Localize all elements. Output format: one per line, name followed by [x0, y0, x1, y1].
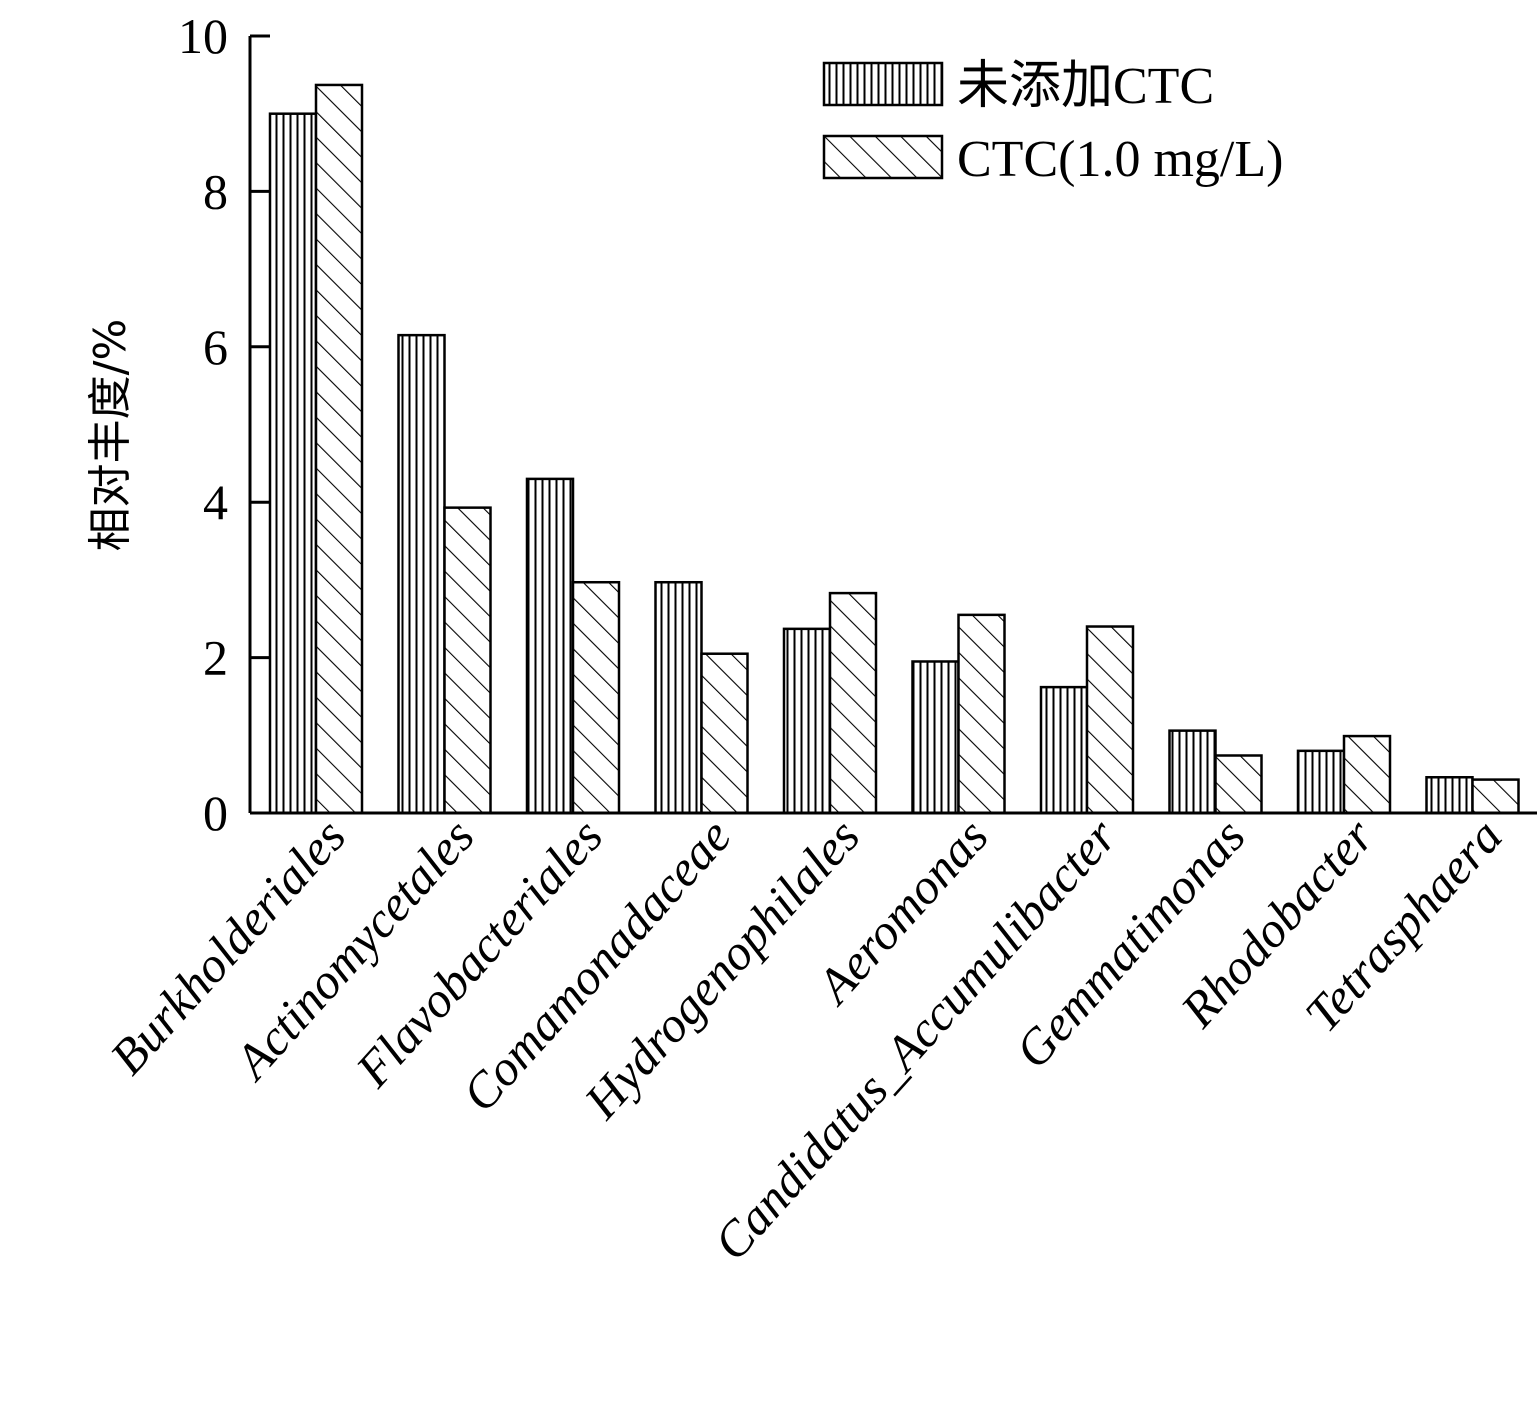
x-category-label: Gemmatimonas [1004, 808, 1256, 1079]
y-tick-label: 6 [203, 319, 228, 375]
bar-candidatus-accumulibacter-series-1 [1085, 625, 1135, 815]
category-labels: BurkholderialesActinomycetalesFlavobacte… [99, 807, 1513, 1270]
bar-candidatus-accumulibacter-series-0 [1039, 685, 1089, 815]
legend-swatch-ctc [822, 134, 944, 180]
y-tick-label: 0 [203, 785, 228, 841]
bar-gemmatimonas-series-0 [1168, 729, 1217, 815]
bar-aeromonas-series-1 [957, 613, 1006, 815]
bar-actinomycetales-series-1 [443, 506, 492, 815]
bar-actinomycetales-series-0 [397, 333, 446, 815]
bar-tetrasphaera-series-1 [1471, 778, 1520, 815]
bar-rhodobacter-series-1 [1342, 734, 1392, 815]
legend: 未添加CTC CTC(1.0 mg/L) [822, 58, 1283, 188]
y-tick-label: 10 [178, 8, 228, 64]
bar-gemmatimonas-series-1 [1214, 754, 1263, 815]
legend-label-untreated: 未添加CTC [957, 58, 1214, 115]
y-tick-label: 2 [203, 630, 228, 686]
bar-comamonadaceae-series-1 [700, 652, 749, 815]
bar-hydrogenophilales-series-0 [782, 627, 832, 815]
bar-burkholderiales-series-0 [268, 112, 318, 815]
bar-tetrasphaera-series-0 [1425, 776, 1474, 815]
bars [268, 83, 1520, 815]
bar-comamonadaceae-series-0 [654, 580, 703, 815]
bar-flavobacteriales-series-1 [571, 580, 621, 815]
y-tick-label: 4 [203, 474, 228, 530]
y-axis: 0 2 4 6 8 10 [178, 8, 270, 841]
legend-swatch-untreated [822, 61, 944, 107]
bar-rhodobacter-series-0 [1296, 749, 1346, 815]
bar-flavobacteriales-series-0 [525, 477, 575, 815]
bar-hydrogenophilales-series-1 [828, 591, 878, 815]
y-tick-label: 8 [203, 163, 228, 219]
y-axis-label: 相对丰度/% [85, 319, 136, 552]
bar-burkholderiales-series-1 [314, 83, 364, 815]
legend-label-ctc: CTC(1.0 mg/L) [957, 131, 1283, 188]
bar-aeromonas-series-0 [911, 660, 960, 815]
